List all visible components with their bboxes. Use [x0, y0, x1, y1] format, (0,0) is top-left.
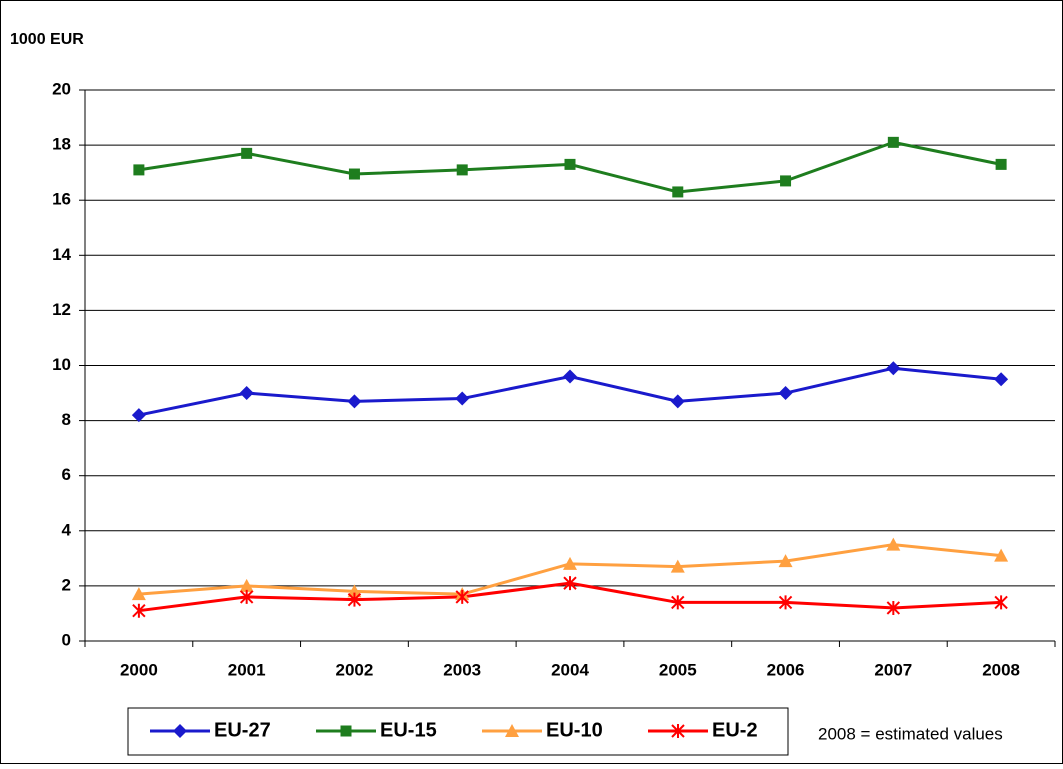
marker	[455, 391, 470, 406]
marker	[131, 408, 146, 423]
marker	[778, 595, 793, 610]
marker	[994, 372, 1009, 387]
marker	[456, 164, 468, 176]
x-tick-label: 2004	[551, 660, 589, 679]
marker	[994, 595, 1008, 610]
y-tick-label: 6	[62, 465, 71, 484]
y-tick-label: 12	[52, 300, 71, 319]
legend-marker	[671, 724, 685, 738]
x-tick-label: 2000	[120, 660, 158, 679]
marker	[886, 537, 901, 551]
y-axis-label: 1000 EUR	[10, 31, 84, 48]
marker	[239, 386, 254, 401]
marker	[672, 186, 684, 198]
x-tick-label: 2002	[336, 660, 374, 679]
marker	[563, 369, 577, 384]
x-tick-label: 2008	[982, 660, 1020, 679]
x-tick-label: 2003	[443, 660, 481, 679]
marker	[886, 361, 901, 376]
y-tick-label: 0	[62, 630, 71, 649]
x-tick-label: 2001	[228, 660, 266, 679]
marker	[564, 158, 576, 170]
marker	[887, 136, 899, 148]
marker	[347, 584, 362, 598]
x-tick-label: 2005	[659, 660, 697, 679]
y-tick-label: 4	[62, 520, 72, 539]
marker	[778, 554, 793, 568]
marker	[671, 595, 685, 610]
legend-label: EU-15	[380, 719, 437, 741]
legend-marker	[505, 724, 519, 737]
marker	[780, 175, 792, 187]
marker	[455, 589, 469, 604]
marker	[241, 147, 253, 159]
marker	[347, 394, 362, 409]
legend-label: EU-2	[712, 719, 758, 741]
y-tick-label: 14	[52, 245, 71, 264]
legend-marker	[173, 724, 187, 738]
x-tick-label: 2006	[767, 660, 805, 679]
marker	[563, 556, 577, 570]
marker	[886, 600, 901, 615]
marker	[994, 548, 1009, 562]
x-tick-label: 2007	[874, 660, 912, 679]
y-tick-label: 8	[62, 410, 71, 429]
y-tick-label: 16	[52, 190, 71, 209]
annotation: 2008 = estimated values	[818, 724, 1003, 743]
marker	[239, 589, 254, 604]
marker	[995, 158, 1007, 170]
legend-label: EU-10	[546, 719, 603, 741]
marker	[239, 578, 254, 592]
marker	[132, 603, 146, 618]
y-tick-label: 20	[52, 79, 71, 98]
marker	[670, 394, 685, 409]
legend-label: EU-27	[214, 719, 271, 741]
marker	[133, 164, 145, 176]
marker	[131, 587, 146, 601]
marker	[563, 576, 577, 591]
y-tick-label: 18	[52, 135, 71, 154]
marker	[670, 559, 685, 573]
marker	[778, 386, 793, 401]
legend-marker	[340, 725, 352, 737]
y-tick-label: 10	[52, 355, 71, 374]
marker	[347, 592, 362, 607]
y-tick-label: 2	[62, 575, 71, 594]
marker	[348, 168, 360, 180]
